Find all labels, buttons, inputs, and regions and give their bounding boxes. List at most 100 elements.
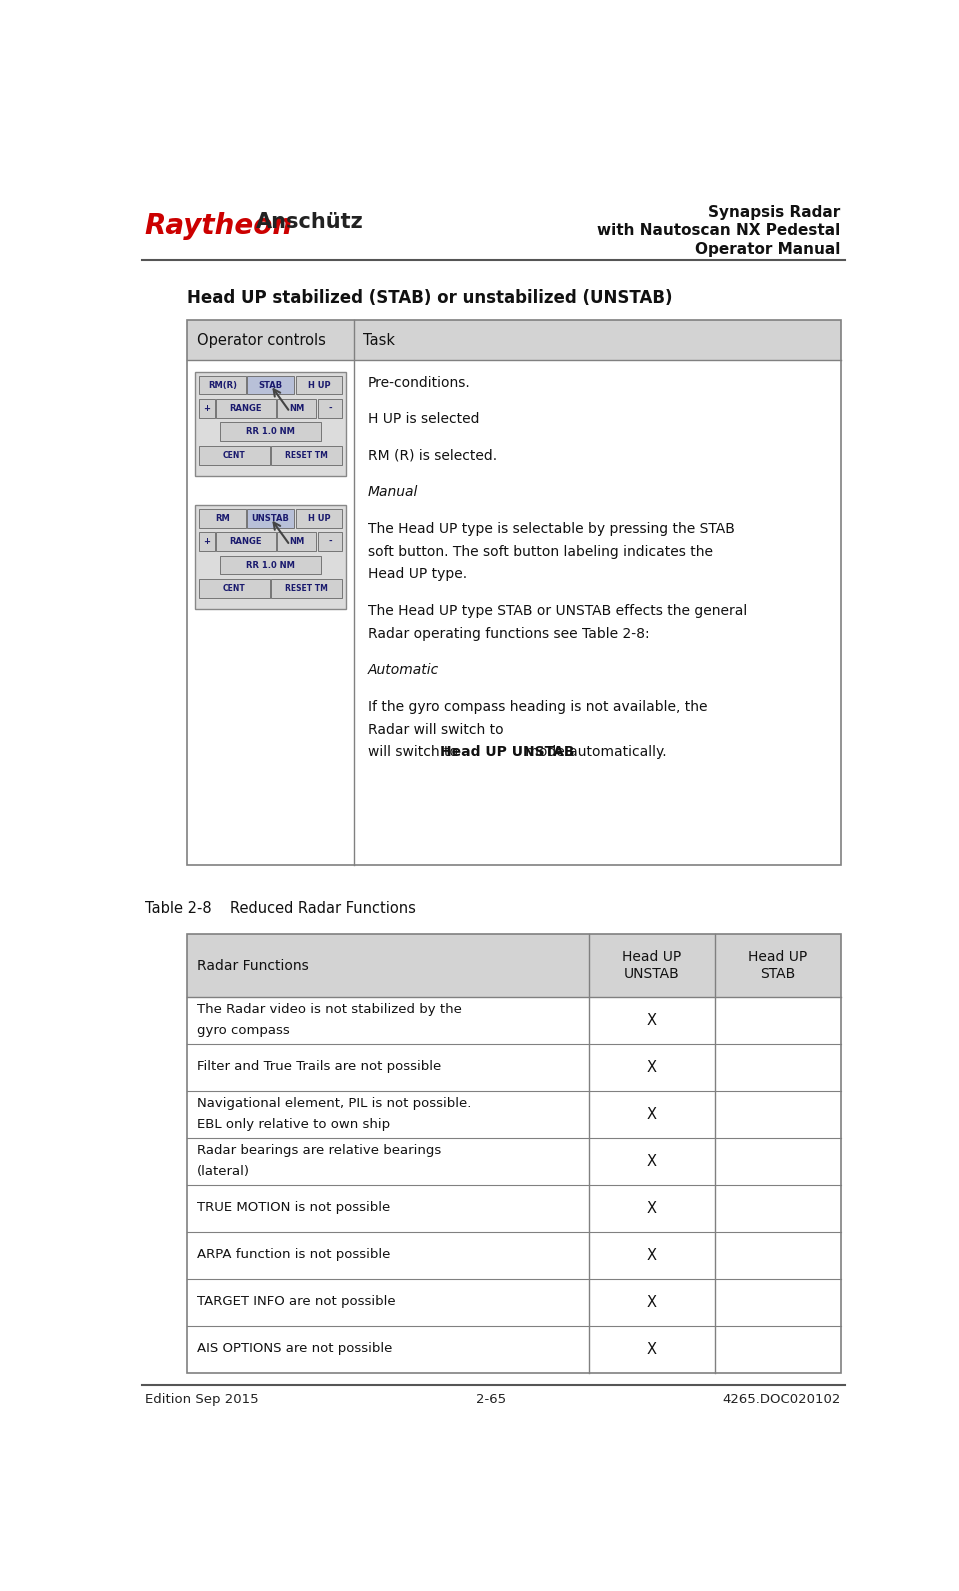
Text: AIS OPTIONS are not possible: AIS OPTIONS are not possible — [197, 1341, 392, 1356]
Text: EBL only relative to own ship: EBL only relative to own ship — [197, 1118, 389, 1131]
Bar — [199, 399, 215, 418]
Bar — [217, 533, 275, 550]
Text: Edition Sep 2015: Edition Sep 2015 — [145, 1392, 258, 1406]
Bar — [187, 1044, 841, 1091]
Text: H UP: H UP — [308, 514, 330, 523]
Text: X: X — [646, 1341, 657, 1357]
Bar — [217, 399, 275, 418]
Text: +: + — [203, 404, 210, 414]
Text: -: - — [328, 538, 332, 546]
Bar — [187, 320, 841, 360]
Text: NM: NM — [289, 404, 304, 414]
Text: Operator controls: Operator controls — [197, 333, 325, 348]
Text: Anschütz: Anschütz — [255, 213, 363, 232]
Bar — [271, 579, 342, 598]
Text: will switch to: will switch to — [368, 745, 462, 759]
Text: Pre-conditions.: Pre-conditions. — [368, 375, 471, 390]
Text: NM: NM — [289, 538, 304, 546]
Bar — [199, 579, 269, 598]
Text: RM: RM — [215, 514, 229, 523]
Text: Head UP
UNSTAB: Head UP UNSTAB — [622, 950, 682, 980]
Bar — [187, 934, 841, 998]
Bar — [199, 445, 269, 465]
Bar — [199, 375, 246, 395]
Bar — [317, 533, 342, 550]
Text: TRUE MOTION is not possible: TRUE MOTION is not possible — [197, 1201, 390, 1214]
Text: X: X — [646, 1201, 657, 1216]
Text: Filter and True Trails are not possible: Filter and True Trails are not possible — [197, 1060, 441, 1074]
Bar — [199, 533, 215, 550]
Text: The Radar video is not stabilized by the: The Radar video is not stabilized by the — [197, 1002, 461, 1015]
Bar — [187, 1185, 841, 1231]
Text: RANGE: RANGE — [230, 404, 262, 414]
Text: X: X — [646, 1013, 657, 1028]
Text: CENT: CENT — [223, 584, 246, 593]
Text: Head UP stabilized (STAB) or unstabilized (UNSTAB): Head UP stabilized (STAB) or unstabilize… — [187, 290, 673, 307]
Text: Radar will switch to: Radar will switch to — [368, 722, 503, 737]
Text: Radar operating functions see Table 2-8:: Radar operating functions see Table 2-8: — [368, 627, 649, 641]
Text: RM(R): RM(R) — [208, 380, 237, 390]
Bar — [317, 399, 342, 418]
Text: TARGET INFO are not possible: TARGET INFO are not possible — [197, 1295, 395, 1308]
Text: Synapsis Radar: Synapsis Radar — [709, 205, 841, 220]
Text: RM (R) is selected.: RM (R) is selected. — [368, 449, 497, 463]
Text: The Head UP type is selectable by pressing the STAB: The Head UP type is selectable by pressi… — [368, 522, 735, 536]
Text: -: - — [328, 404, 332, 414]
Bar — [187, 1231, 841, 1279]
Text: UNSTAB: UNSTAB — [251, 514, 290, 523]
Text: X: X — [646, 1107, 657, 1122]
Text: (lateral): (lateral) — [197, 1165, 249, 1177]
Bar — [220, 555, 321, 574]
Text: Navigational element, PIL is not possible.: Navigational element, PIL is not possibl… — [197, 1096, 471, 1109]
Text: Radar Functions: Radar Functions — [197, 958, 309, 972]
Text: RR 1.0 NM: RR 1.0 NM — [246, 560, 295, 570]
Text: ARPA function is not possible: ARPA function is not possible — [197, 1247, 390, 1262]
Text: X: X — [646, 1060, 657, 1076]
Text: X: X — [646, 1295, 657, 1309]
Text: Head UP type.: Head UP type. — [368, 568, 467, 581]
Bar — [295, 509, 342, 528]
Text: Head UP UNSTAB: Head UP UNSTAB — [440, 745, 574, 759]
Text: RANGE: RANGE — [230, 538, 262, 546]
Text: Operator Manual: Operator Manual — [695, 242, 841, 256]
Bar — [295, 375, 342, 395]
Text: Radar bearings are relative bearings: Radar bearings are relative bearings — [197, 1144, 441, 1157]
Text: soft button. The soft button labeling indicates the: soft button. The soft button labeling in… — [368, 544, 713, 558]
Text: mode automatically.: mode automatically. — [522, 745, 667, 759]
Text: RESET TM: RESET TM — [286, 450, 328, 460]
Bar — [187, 1279, 841, 1325]
Text: Reduced Radar Functions: Reduced Radar Functions — [230, 901, 416, 916]
Bar — [220, 423, 321, 441]
Text: Automatic: Automatic — [368, 663, 439, 678]
Text: H UP: H UP — [308, 380, 330, 390]
Text: Head UP
STAB: Head UP STAB — [748, 950, 807, 980]
Text: Manual: Manual — [368, 485, 418, 500]
Text: gyro compass: gyro compass — [197, 1023, 290, 1037]
Text: RR 1.0 NM: RR 1.0 NM — [246, 428, 295, 436]
Text: X: X — [646, 1153, 657, 1169]
Bar — [187, 1325, 841, 1373]
Bar — [187, 934, 841, 1373]
Text: with Nautoscan NX Pedestal: with Nautoscan NX Pedestal — [597, 223, 841, 239]
Text: H UP is selected: H UP is selected — [368, 412, 480, 426]
Bar — [247, 375, 294, 395]
Text: +: + — [203, 538, 210, 546]
Text: Raytheon: Raytheon — [145, 213, 292, 240]
Bar — [187, 320, 841, 864]
Text: The Head UP type STAB or UNSTAB effects the general: The Head UP type STAB or UNSTAB effects … — [368, 605, 747, 617]
Text: CENT: CENT — [223, 450, 246, 460]
Text: 4265.DOC020102: 4265.DOC020102 — [722, 1392, 841, 1406]
Bar — [277, 533, 316, 550]
Bar — [199, 509, 246, 528]
Text: Table 2-8: Table 2-8 — [145, 901, 211, 916]
Bar — [271, 445, 342, 465]
Bar — [187, 1138, 841, 1185]
Bar — [195, 372, 346, 476]
Bar — [195, 504, 346, 609]
Bar — [247, 509, 294, 528]
Text: If the gyro compass heading is not available, the: If the gyro compass heading is not avail… — [368, 700, 708, 714]
Text: X: X — [646, 1247, 657, 1263]
Bar — [187, 1091, 841, 1138]
Text: STAB: STAB — [259, 380, 283, 390]
Text: 2-65: 2-65 — [477, 1392, 506, 1406]
